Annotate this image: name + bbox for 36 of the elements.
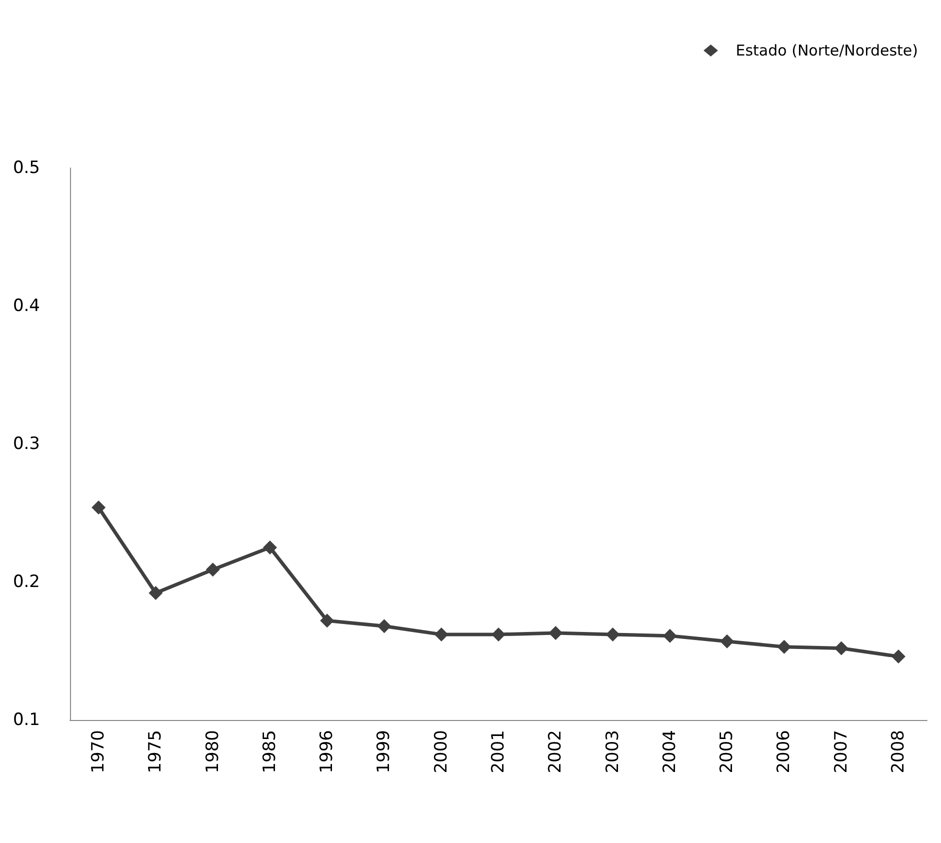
x-tick-label: 1975: [146, 730, 166, 774]
point: [834, 641, 848, 656]
x-tick-label: 2004: [660, 730, 680, 774]
x-tick-label: 2006: [774, 730, 794, 774]
x-tick-label: 2000: [431, 730, 452, 774]
point: [377, 619, 392, 634]
point: [320, 614, 334, 628]
x-tick-label: 2002: [546, 730, 566, 774]
point: [662, 628, 677, 643]
x-tick-label: 1999: [374, 730, 394, 774]
point: [92, 500, 106, 514]
x-tick-label: 2008: [888, 730, 908, 774]
y-tick-label: 0.5: [12, 158, 40, 178]
point: [606, 627, 620, 642]
point: [777, 640, 792, 654]
point: [434, 627, 448, 642]
point: [720, 634, 734, 648]
point: [548, 626, 563, 640]
point: [262, 540, 277, 554]
x-tick-label: 2005: [717, 730, 738, 774]
x-tick-label: 2007: [831, 730, 852, 774]
y-tick-label: 0.3: [12, 434, 40, 454]
point: [206, 562, 220, 577]
x-tick-label: 1996: [317, 730, 338, 774]
y-tick-label: 0.2: [12, 572, 40, 592]
y-tick-label: 0.4: [12, 296, 40, 316]
x-tick-label: 2003: [602, 730, 623, 774]
y-tick-label: 0.1: [12, 710, 40, 730]
x-tick-label: 1970: [88, 730, 109, 774]
point: [492, 627, 506, 642]
x-tick-label: 2001: [488, 730, 508, 774]
x-tick-label: 1980: [202, 730, 223, 774]
point: [148, 586, 163, 600]
point: [891, 650, 906, 664]
legend-label: Estado (Norte/Nordeste): [736, 42, 918, 60]
x-tick-label: 1985: [260, 730, 280, 774]
